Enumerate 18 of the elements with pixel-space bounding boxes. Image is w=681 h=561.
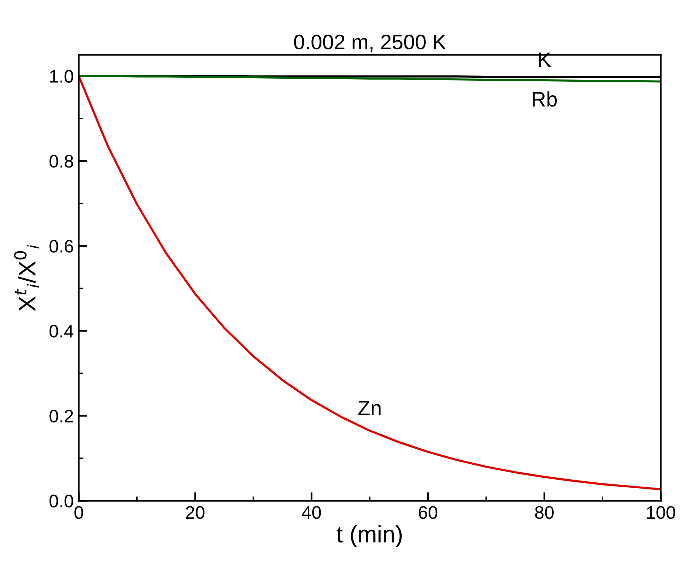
chart-title: 0.002 m, 2500 K [294,34,446,52]
x-tick-label: 20 [186,506,205,520]
series-label: Zn [358,401,381,416]
x-tick-label: 40 [302,506,322,520]
y-axis-title: X$^{t}$$_{i}$/X$^{0}$$_{i}$ [14,244,40,312]
series-label: Rb [532,92,558,107]
x-tick-label: 80 [535,506,554,520]
y-tick-label: 0.4 [50,325,74,338]
x-tick-label: 100 [647,506,676,520]
y-tick-label: 0.8 [50,155,74,168]
line-series [79,75,661,491]
x-tick-label: 60 [419,506,438,520]
x-tick-label: 0 [74,506,84,520]
y-tick-label: 0.2 [50,410,74,423]
y-tick-label: 0.0 [50,494,74,508]
x-axis-title: t (min) [336,525,402,548]
y-tick-label: 0.6 [50,240,74,253]
y-tick-label: 1.0 [50,70,74,83]
